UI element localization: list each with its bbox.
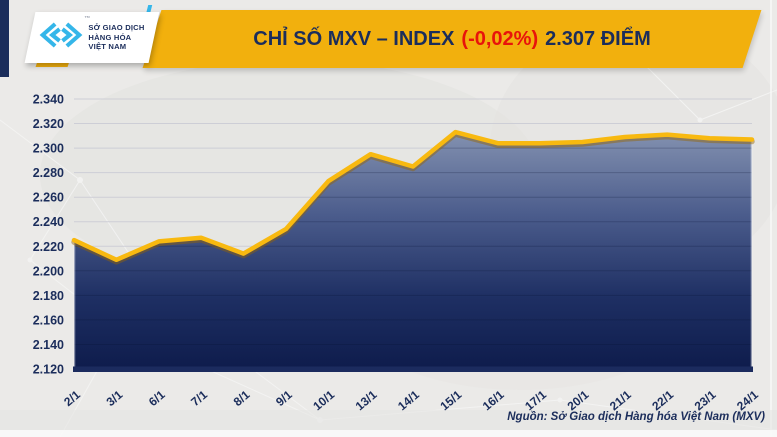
y-tick-label: 2.120 <box>33 363 64 377</box>
x-tick-label: 3/1 <box>104 387 126 409</box>
logo-line-1: SỞ GIAO DỊCH <box>88 23 145 33</box>
left-accent-strip <box>0 0 9 77</box>
title-text: CHỈ SỐ MXV – INDEX <box>253 27 455 50</box>
title-banner: CHỈ SỐ MXV – INDEX (-0,02%) 2.307 ĐIỂM <box>142 10 762 68</box>
x-tick-label: 16/1 <box>480 387 507 413</box>
x-tick-label: 24/1 <box>734 387 761 413</box>
y-tick-label: 2.200 <box>33 264 64 278</box>
y-tick-label: 2.160 <box>33 313 64 327</box>
x-axis-spine <box>73 366 753 372</box>
y-tick-label: 2.220 <box>33 240 64 254</box>
trademark-symbol: ™ <box>84 16 91 22</box>
x-tick-label: 17/1 <box>522 387 549 413</box>
logo-text: SỞ GIAO DỊCH HÀNG HÓA VIỆT NAM <box>88 23 144 52</box>
x-tick-label: 13/1 <box>353 387 380 413</box>
area-series <box>74 132 752 369</box>
title-change-percent: (-0,02%) <box>461 27 539 50</box>
logo-line-3: VIỆT NAM <box>88 42 127 52</box>
y-tick-label: 2.180 <box>33 289 64 303</box>
logo-line-2: HÀNG HÓA <box>88 32 132 42</box>
x-tick-label: 7/1 <box>188 387 210 409</box>
source-caption: Nguồn: Sở Giao dịch Hàng hóa Việt Nam (M… <box>507 411 765 423</box>
line-series <box>71 129 755 263</box>
y-tick-label: 2.300 <box>33 142 64 156</box>
x-tick-label: 23/1 <box>692 387 719 413</box>
y-tick-label: 2.260 <box>33 191 64 205</box>
y-tick-label: 2.240 <box>33 215 64 229</box>
x-tick-label: 2/1 <box>61 387 83 409</box>
logo-card: ™ SỞ GIAO DỊCH HÀNG HÓA VIỆT NAM <box>24 12 160 63</box>
bottom-light-band <box>0 430 777 437</box>
y-tick-label: 2.140 <box>33 338 64 352</box>
x-tick-label: 8/1 <box>231 387 253 409</box>
x-tick-label: 9/1 <box>273 387 295 409</box>
x-tick-label: 14/1 <box>395 387 422 413</box>
y-tick-label: 2.340 <box>33 93 64 107</box>
title-index-value: 2.307 ĐIỂM <box>545 27 651 50</box>
x-tick-label: 20/1 <box>565 387 592 413</box>
x-tick-label: 21/1 <box>607 387 634 413</box>
x-tick-label: 15/1 <box>437 387 464 413</box>
y-tick-label: 2.280 <box>33 166 64 180</box>
y-tick-label: 2.320 <box>33 117 64 131</box>
x-tick-label: 6/1 <box>146 387 168 409</box>
chart-title: CHỈ SỐ MXV – INDEX (-0,02%) 2.307 ĐIỂM <box>152 10 752 68</box>
x-tick-label: 10/1 <box>310 387 337 413</box>
x-tick-label: 22/1 <box>649 387 676 413</box>
mxv-logo-icon: ™ <box>39 16 90 56</box>
